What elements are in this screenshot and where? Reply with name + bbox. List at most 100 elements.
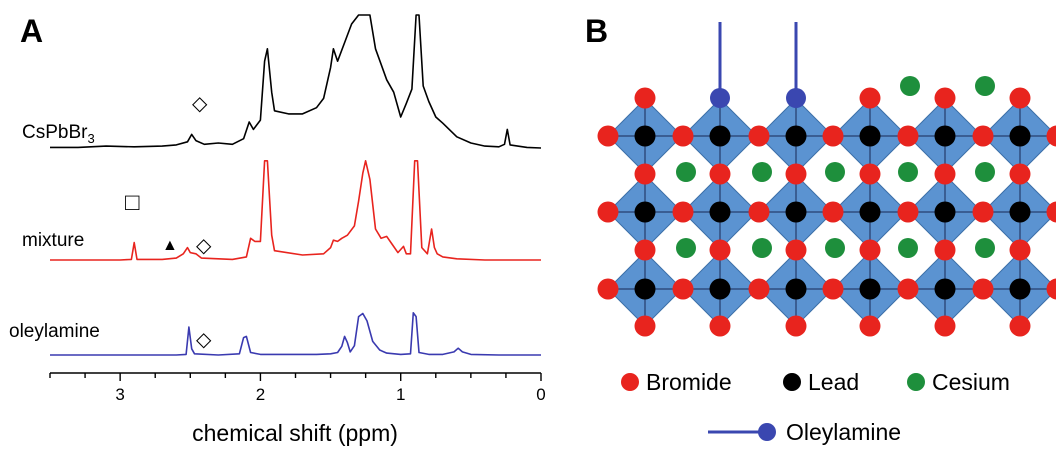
bromide-atom bbox=[785, 163, 807, 185]
cesium-atom bbox=[975, 162, 995, 182]
lead-atom bbox=[709, 278, 731, 300]
cesium-atom bbox=[752, 162, 772, 182]
bromide-atom bbox=[748, 278, 770, 300]
lead-atom bbox=[709, 125, 731, 147]
bromide-atom bbox=[897, 125, 919, 147]
diamond-marker-cspbbr3: ◇ bbox=[192, 93, 208, 115]
lead-atom bbox=[634, 201, 656, 223]
lead-legend-dot bbox=[783, 373, 801, 391]
cesium-atom bbox=[900, 76, 920, 96]
nmr-plot bbox=[50, 14, 542, 356]
lead-atom bbox=[634, 278, 656, 300]
lead-atom bbox=[934, 201, 956, 223]
x-tick-label: 2 bbox=[256, 385, 265, 404]
bromide-atom bbox=[634, 163, 656, 185]
oleylamine-head bbox=[786, 88, 806, 108]
triangle-marker-mixture: ▲ bbox=[162, 237, 178, 254]
bromide-atom bbox=[597, 125, 619, 147]
lead-atom bbox=[859, 125, 881, 147]
lead-atom bbox=[859, 201, 881, 223]
oleylamine-legend-dot bbox=[758, 423, 776, 441]
bromide-atom bbox=[934, 239, 956, 261]
spectrum-cspbbr3 bbox=[50, 14, 542, 149]
bromide-atom bbox=[1046, 201, 1056, 223]
lead-atom bbox=[1009, 125, 1031, 147]
bromide-atom bbox=[672, 278, 694, 300]
cesium-atom bbox=[752, 238, 772, 258]
lead-atom bbox=[859, 278, 881, 300]
bromide-atom bbox=[634, 87, 656, 109]
cesium-atom bbox=[825, 162, 845, 182]
bromide-atom bbox=[1009, 239, 1031, 261]
cesium-atom bbox=[898, 238, 918, 258]
lead-atom bbox=[709, 201, 731, 223]
trace-label-cspbbr3: CsPbBr3 bbox=[22, 122, 95, 146]
bromide-atom bbox=[859, 239, 881, 261]
cesium-atom bbox=[975, 76, 995, 96]
perovskite-structure bbox=[597, 22, 1056, 337]
bromide-atom bbox=[709, 239, 731, 261]
legend-oleylamine: Oleylamine bbox=[786, 419, 901, 445]
bromide-atom bbox=[785, 239, 807, 261]
bromide-atom bbox=[822, 201, 844, 223]
bromide-atom bbox=[634, 315, 656, 337]
lead-atom bbox=[1009, 278, 1031, 300]
cesium-atom bbox=[975, 238, 995, 258]
square-marker-mixture: □ bbox=[125, 189, 140, 216]
x-axis: 3 2 1 0 bbox=[49, 372, 546, 404]
cesium-legend-dot bbox=[907, 373, 925, 391]
x-tick-label: 3 bbox=[115, 385, 124, 404]
lead-atom bbox=[934, 278, 956, 300]
bromide-atom bbox=[785, 315, 807, 337]
bromide-atom bbox=[709, 315, 731, 337]
bromide-atom bbox=[597, 278, 619, 300]
bromide-atom bbox=[1046, 125, 1056, 147]
bromide-atom bbox=[934, 163, 956, 185]
legend-lead: Lead bbox=[808, 369, 859, 395]
cesium-atom bbox=[676, 162, 696, 182]
panel-a-label: A bbox=[20, 13, 43, 49]
lead-atom bbox=[634, 125, 656, 147]
legend-bromide: Bromide bbox=[646, 369, 732, 395]
spectrum-mixture bbox=[50, 160, 541, 261]
legend-cesium: Cesium bbox=[932, 369, 1010, 395]
bromide-atom bbox=[897, 278, 919, 300]
lead-atom bbox=[785, 278, 807, 300]
trace-label-oleylamine: oleylamine bbox=[9, 321, 100, 342]
bromide-atom bbox=[748, 201, 770, 223]
bromide-atom bbox=[1046, 278, 1056, 300]
bromide-atom bbox=[859, 163, 881, 185]
bromide-atom bbox=[972, 201, 994, 223]
cesium-atom bbox=[676, 238, 696, 258]
cesium-atom bbox=[898, 162, 918, 182]
bromide-atom bbox=[597, 201, 619, 223]
trace-label-mixture: mixture bbox=[22, 230, 84, 251]
bromide-atom bbox=[634, 239, 656, 261]
lead-atom bbox=[1009, 201, 1031, 223]
bromide-atom bbox=[1009, 163, 1031, 185]
cesium-atom bbox=[825, 238, 845, 258]
diamond-marker-oleylamine: ◇ bbox=[196, 329, 212, 351]
legend: Bromide Lead Cesium Oleylamine bbox=[621, 369, 1010, 445]
diamond-marker-mixture: ◇ bbox=[196, 235, 212, 257]
bromide-atom bbox=[672, 201, 694, 223]
lead-atom bbox=[785, 125, 807, 147]
bromide-atom bbox=[972, 278, 994, 300]
x-tick-label: 0 bbox=[536, 385, 545, 404]
x-tick-label: 1 bbox=[396, 385, 405, 404]
lead-atom bbox=[785, 201, 807, 223]
bromide-atom bbox=[1009, 315, 1031, 337]
panel-b-label: B bbox=[585, 13, 608, 49]
bromide-atom bbox=[859, 87, 881, 109]
bromide-legend-dot bbox=[621, 373, 639, 391]
bromide-atom bbox=[822, 278, 844, 300]
oleylamine-head bbox=[710, 88, 730, 108]
bromide-atom bbox=[822, 125, 844, 147]
lead-atom bbox=[934, 125, 956, 147]
bromide-atom bbox=[934, 315, 956, 337]
bromide-atom bbox=[972, 125, 994, 147]
bromide-atom bbox=[672, 125, 694, 147]
bromide-atom bbox=[897, 201, 919, 223]
